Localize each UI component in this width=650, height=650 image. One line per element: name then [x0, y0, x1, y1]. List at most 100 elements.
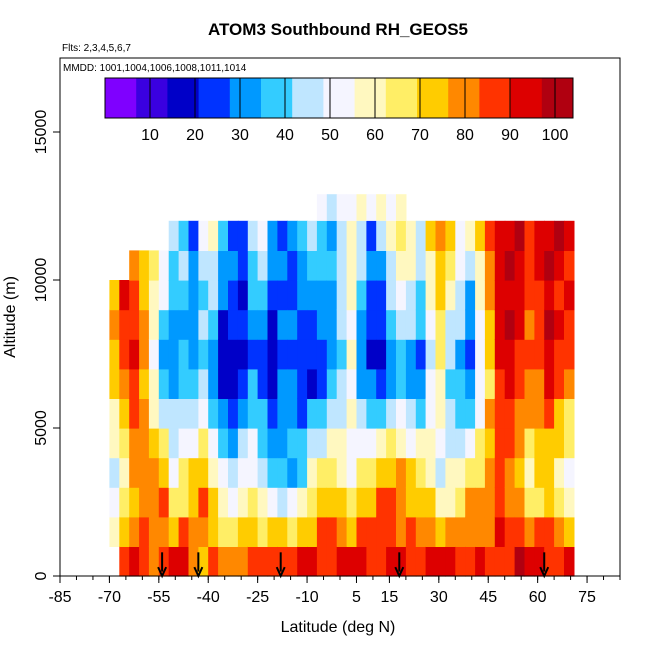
- heatmap-cell: [475, 516, 486, 547]
- heatmap-cell: [514, 457, 526, 488]
- heatmap-cell: [109, 309, 120, 340]
- heatmap-cell: [475, 457, 486, 488]
- y-axis: 0 5000 10000 15000: [33, 110, 60, 580]
- heatmap-cell: [366, 516, 377, 547]
- heatmap-cell: [356, 250, 367, 281]
- heatmap-cell: [119, 339, 130, 370]
- heatmap-cell: [257, 220, 269, 251]
- heatmap-cell: [178, 339, 190, 370]
- heatmap-cell: [554, 516, 565, 547]
- heatmap-cell: [504, 428, 516, 459]
- colorbar-swatch: [167, 78, 200, 118]
- heatmap-cell: [544, 339, 555, 370]
- heatmap-cell: [405, 220, 417, 251]
- heatmap-cell: [346, 457, 358, 488]
- heatmap-cell: [366, 368, 377, 399]
- heatmap-cell: [129, 546, 140, 577]
- heatmap-cell: [208, 280, 219, 311]
- heatmap-cell: [158, 487, 170, 518]
- heatmap-cell: [544, 250, 555, 281]
- heatmap-cell: [228, 339, 239, 370]
- heatmap-cell: [228, 250, 239, 281]
- heatmap-cell: [119, 309, 130, 340]
- heatmap-cell: [316, 309, 328, 340]
- heatmap-cell: [336, 309, 348, 340]
- heatmap-cell: [504, 516, 516, 547]
- heatmap-cell: [445, 487, 456, 518]
- heatmap-cell: [346, 339, 358, 370]
- heatmap-cell: [257, 368, 269, 399]
- heatmap-cell: [465, 220, 476, 251]
- heatmap-cell: [356, 487, 367, 518]
- heatmap-cell: [386, 368, 397, 399]
- heatmap-cell: [445, 398, 456, 429]
- heatmap-cell: [307, 428, 318, 459]
- heatmap-cell: [287, 546, 298, 577]
- heatmap-cell: [494, 516, 506, 547]
- heatmap-cell: [396, 457, 407, 488]
- heatmap-cell: [139, 546, 150, 577]
- heatmap-cell: [346, 250, 358, 281]
- heatmap-cell: [316, 368, 328, 399]
- heatmap-cell: [494, 487, 506, 518]
- heatmap-cell: [455, 339, 466, 370]
- heatmap-cell: [396, 280, 407, 311]
- heatmap-cell: [277, 428, 288, 459]
- heatmap-cell: [168, 487, 180, 518]
- heatmap-cell: [494, 309, 506, 340]
- heatmap-cell: [168, 339, 180, 370]
- heatmap-cell: [139, 487, 150, 518]
- heatmap-cell: [237, 280, 249, 311]
- heatmap-cell: [188, 428, 199, 459]
- heatmap-cell: [237, 250, 249, 281]
- heatmap-cell: [178, 398, 190, 429]
- heatmap-cell: [277, 368, 288, 399]
- heatmap-cell: [366, 250, 377, 281]
- heatmap-cell: [366, 487, 377, 518]
- heatmap-cell: [178, 250, 190, 281]
- heatmap-cell: [366, 457, 377, 488]
- heatmap-cell: [435, 368, 446, 399]
- heatmap-cell: [198, 457, 209, 488]
- heatmap-cell: [228, 487, 239, 518]
- heatmap-cell: [316, 339, 328, 370]
- heatmap-cell: [405, 368, 417, 399]
- heatmap-cell: [307, 457, 318, 488]
- heatmap-cell: [188, 309, 199, 340]
- heatmap-cell: [554, 250, 565, 281]
- heatmap-cell: [564, 280, 575, 311]
- heatmap-cell: [188, 516, 199, 547]
- heatmap-cell: [376, 309, 387, 340]
- heatmap-cell: [435, 398, 446, 429]
- x-tick-label: 30: [430, 589, 448, 606]
- heatmap-cell: [336, 194, 348, 221]
- colorbar: 10 20 30 40 50 60 70 80 90 100: [104, 77, 574, 144]
- colorbar-swatch: [261, 78, 293, 118]
- heatmap-cell: [178, 546, 190, 577]
- heatmap-cell: [475, 487, 486, 518]
- heatmap-cell: [198, 398, 209, 429]
- heatmap-cell: [247, 339, 259, 370]
- heatmap-cell: [484, 546, 496, 577]
- heatmap-cell: [534, 309, 545, 340]
- heatmap-cell: [208, 309, 219, 340]
- heatmap-cell: [326, 487, 338, 518]
- heatmap-cell: [297, 339, 308, 370]
- heatmap-cell: [524, 398, 535, 429]
- colorbar-tick-label: 20: [186, 127, 204, 144]
- heatmap-cell: [218, 428, 229, 459]
- x-tick-label: -85: [48, 589, 71, 606]
- heatmap-cell: [247, 309, 259, 340]
- colorbar-swatch: [417, 78, 449, 118]
- heatmap-cell: [564, 546, 575, 577]
- heatmap-cell: [435, 487, 446, 518]
- heatmap-cell: [445, 250, 456, 281]
- heatmap-cell: [405, 250, 417, 281]
- heatmap-cell: [228, 546, 239, 577]
- heatmap-cell: [415, 546, 427, 577]
- heatmap-cell: [455, 516, 466, 547]
- heatmap-cell: [445, 309, 456, 340]
- heatmap-cell: [178, 368, 190, 399]
- colorbar-swatch: [292, 78, 324, 118]
- heatmap-cells: [109, 194, 575, 577]
